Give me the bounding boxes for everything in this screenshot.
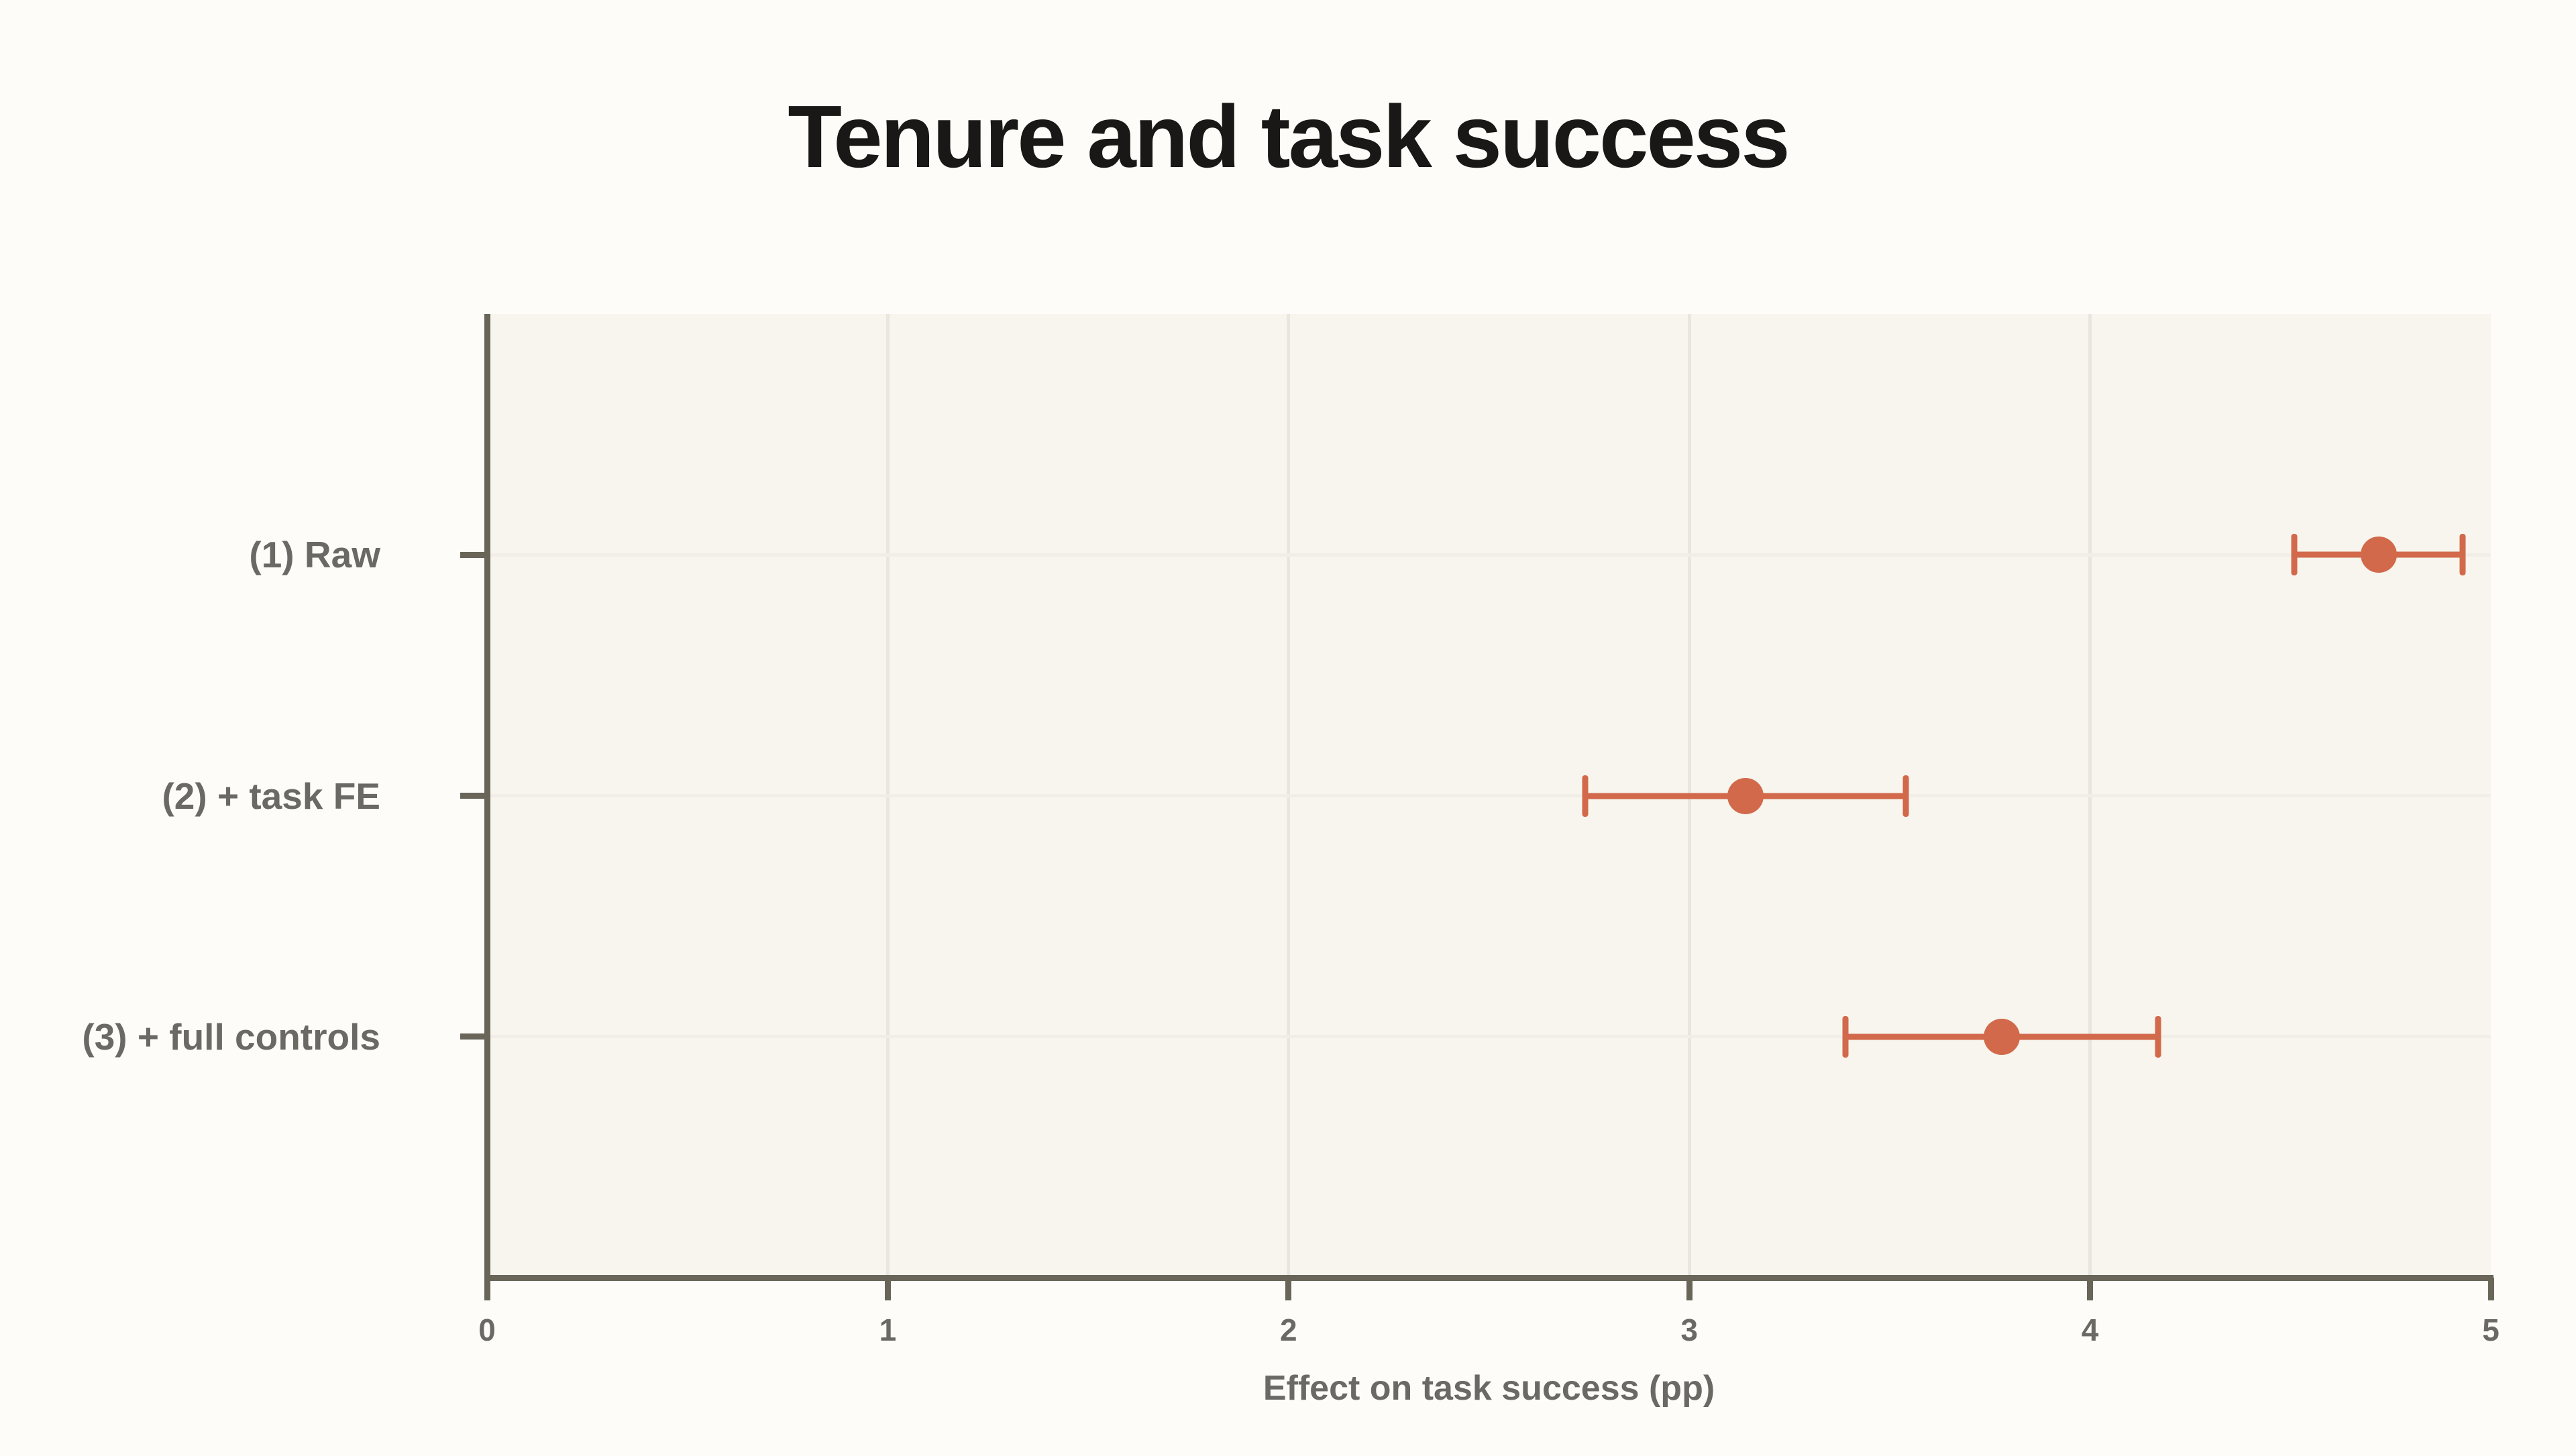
x-axis-tick xyxy=(484,1278,490,1300)
x-tick-label: 4 xyxy=(2081,1312,2099,1347)
row-label: (2) + task FE xyxy=(162,775,380,817)
x-tick-label: 0 xyxy=(478,1312,496,1347)
x-axis-tick xyxy=(2487,1278,2494,1300)
error-bar-cap-high xyxy=(1902,775,1909,817)
x-tick-label: 5 xyxy=(2482,1312,2500,1347)
x-axis-tick xyxy=(1686,1278,1693,1300)
y-axis-tick xyxy=(460,1033,487,1040)
error-bar-cap-low xyxy=(2291,534,2298,576)
point-marker xyxy=(1727,777,1764,814)
x-tick-label: 2 xyxy=(1280,1312,1297,1347)
x-axis-label: Effect on task success (pp) xyxy=(1263,1369,1715,1408)
gridline-horizontal xyxy=(487,1035,2491,1039)
error-bar-cap-high xyxy=(2155,1015,2161,1058)
point-marker xyxy=(2360,537,2397,573)
x-axis-tick xyxy=(1285,1278,1292,1300)
row-label: (1) Raw xyxy=(249,534,380,576)
point-marker xyxy=(1984,1018,2021,1055)
x-axis-line xyxy=(484,1275,2493,1281)
error-bar-cap-high xyxy=(2459,534,2466,576)
x-tick-label: 3 xyxy=(1680,1312,1698,1347)
chart-title: Tenure and task success xyxy=(788,87,1790,186)
x-axis-tick xyxy=(2087,1278,2094,1300)
x-tick-label: 1 xyxy=(879,1312,897,1347)
x-axis-tick xyxy=(884,1278,891,1300)
error-bar-cap-low xyxy=(1842,1015,1849,1058)
y-axis-line xyxy=(484,314,490,1278)
y-axis-tick xyxy=(460,793,487,799)
y-axis-tick xyxy=(460,551,487,558)
row-label: (3) + full controls xyxy=(82,1015,380,1058)
gridline-horizontal xyxy=(487,553,2491,557)
gridline-horizontal xyxy=(487,794,2491,797)
error-bar-cap-low xyxy=(1582,775,1589,817)
